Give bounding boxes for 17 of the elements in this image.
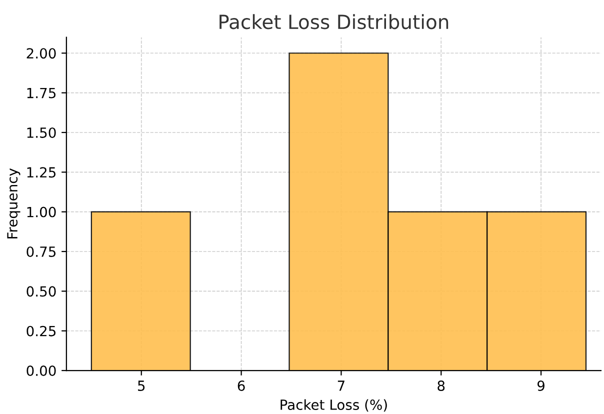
y-tick-label: 1.50 xyxy=(27,127,56,138)
y-tick-label: 0.00 xyxy=(26,366,56,376)
y-tick-label: 0.50 xyxy=(26,286,56,297)
y-tick-label: 1.75 xyxy=(27,88,56,98)
y-tick-label: 0.25 xyxy=(26,326,56,336)
y-tick-label: 2.00 xyxy=(26,48,56,59)
chart-title: Packet Loss Distribution xyxy=(220,14,448,30)
x-tick-label: 5 xyxy=(138,380,145,392)
y-tick-label: 1.00 xyxy=(27,206,56,218)
y-tick-label: 0.75 xyxy=(26,246,56,257)
x-tick-label: 8 xyxy=(438,380,445,392)
x-axis-title: Packet Loss (%) xyxy=(280,399,387,412)
x-tick-label: 6 xyxy=(238,380,245,392)
y-tick-label: 1.25 xyxy=(27,167,56,178)
x-tick-label: 7 xyxy=(338,380,344,391)
x-tick-label: 9 xyxy=(537,380,544,392)
y-axis-title: Frequency xyxy=(7,168,20,238)
